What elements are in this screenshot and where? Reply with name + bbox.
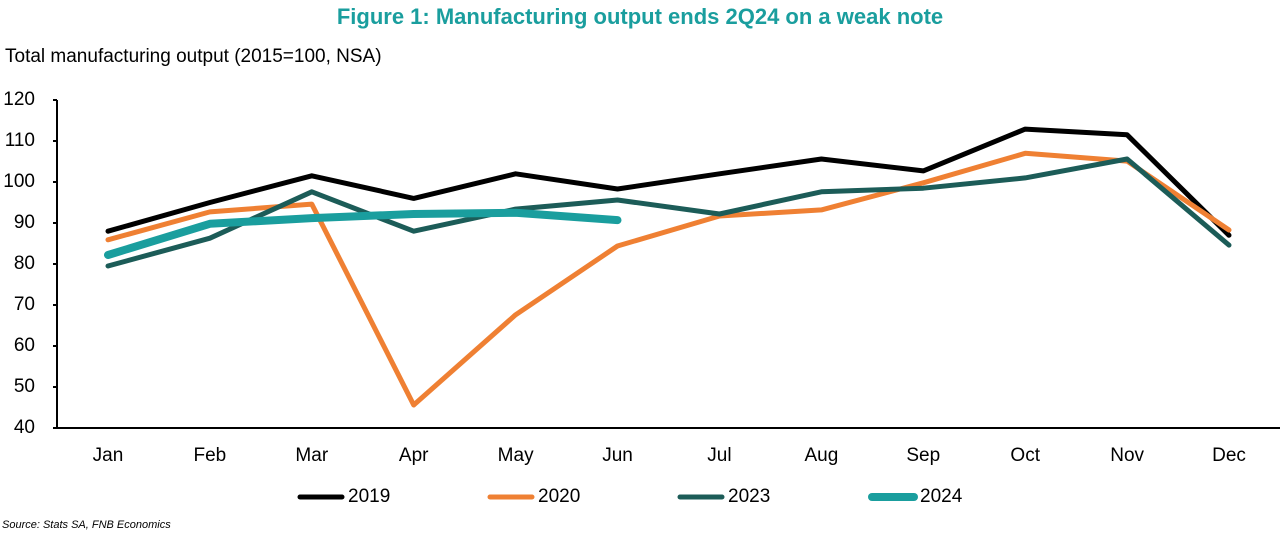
y-tick-label: 60 xyxy=(14,335,35,356)
y-tick-label: 110 xyxy=(5,130,35,151)
x-tick-label: Mar xyxy=(295,445,328,466)
y-tick-label: 50 xyxy=(14,376,35,397)
legend-label: 2019 xyxy=(348,486,390,507)
x-tick-label: May xyxy=(498,445,534,466)
x-tick-label: Nov xyxy=(1110,445,1144,466)
chart-title: Figure 1: Manufacturing output ends 2Q24… xyxy=(337,4,943,29)
x-tick-label: Jun xyxy=(602,445,633,466)
x-tick-label: Feb xyxy=(194,445,227,466)
x-tick-label: Sep xyxy=(906,445,940,466)
series-line xyxy=(105,150,1232,408)
series-line xyxy=(105,156,1232,269)
legend-label: 2023 xyxy=(728,486,770,507)
x-tick-label: Oct xyxy=(1010,445,1040,466)
y-tick-label: 80 xyxy=(14,253,35,274)
x-tick-label: Dec xyxy=(1212,445,1246,466)
y-tick-label: 100 xyxy=(3,171,35,192)
legend-label: 2024 xyxy=(920,486,963,507)
x-tick-label: Jul xyxy=(707,445,731,466)
y-tick-label: 90 xyxy=(14,212,35,233)
y-tick-label: 70 xyxy=(14,294,35,315)
x-tick-label: Aug xyxy=(804,445,838,466)
y-tick-label: 40 xyxy=(14,417,35,438)
series-line xyxy=(104,208,622,259)
source: Source: Stats SA, FNB Economics xyxy=(2,519,171,531)
series-line xyxy=(105,126,1232,238)
x-tick-label: Jan xyxy=(93,445,124,466)
legend-label: 2020 xyxy=(538,486,580,507)
y-tick-label: 120 xyxy=(3,89,35,110)
x-tick-label: Apr xyxy=(399,445,429,466)
axis-title: Total manufacturing output (2015=100, NS… xyxy=(5,46,382,67)
